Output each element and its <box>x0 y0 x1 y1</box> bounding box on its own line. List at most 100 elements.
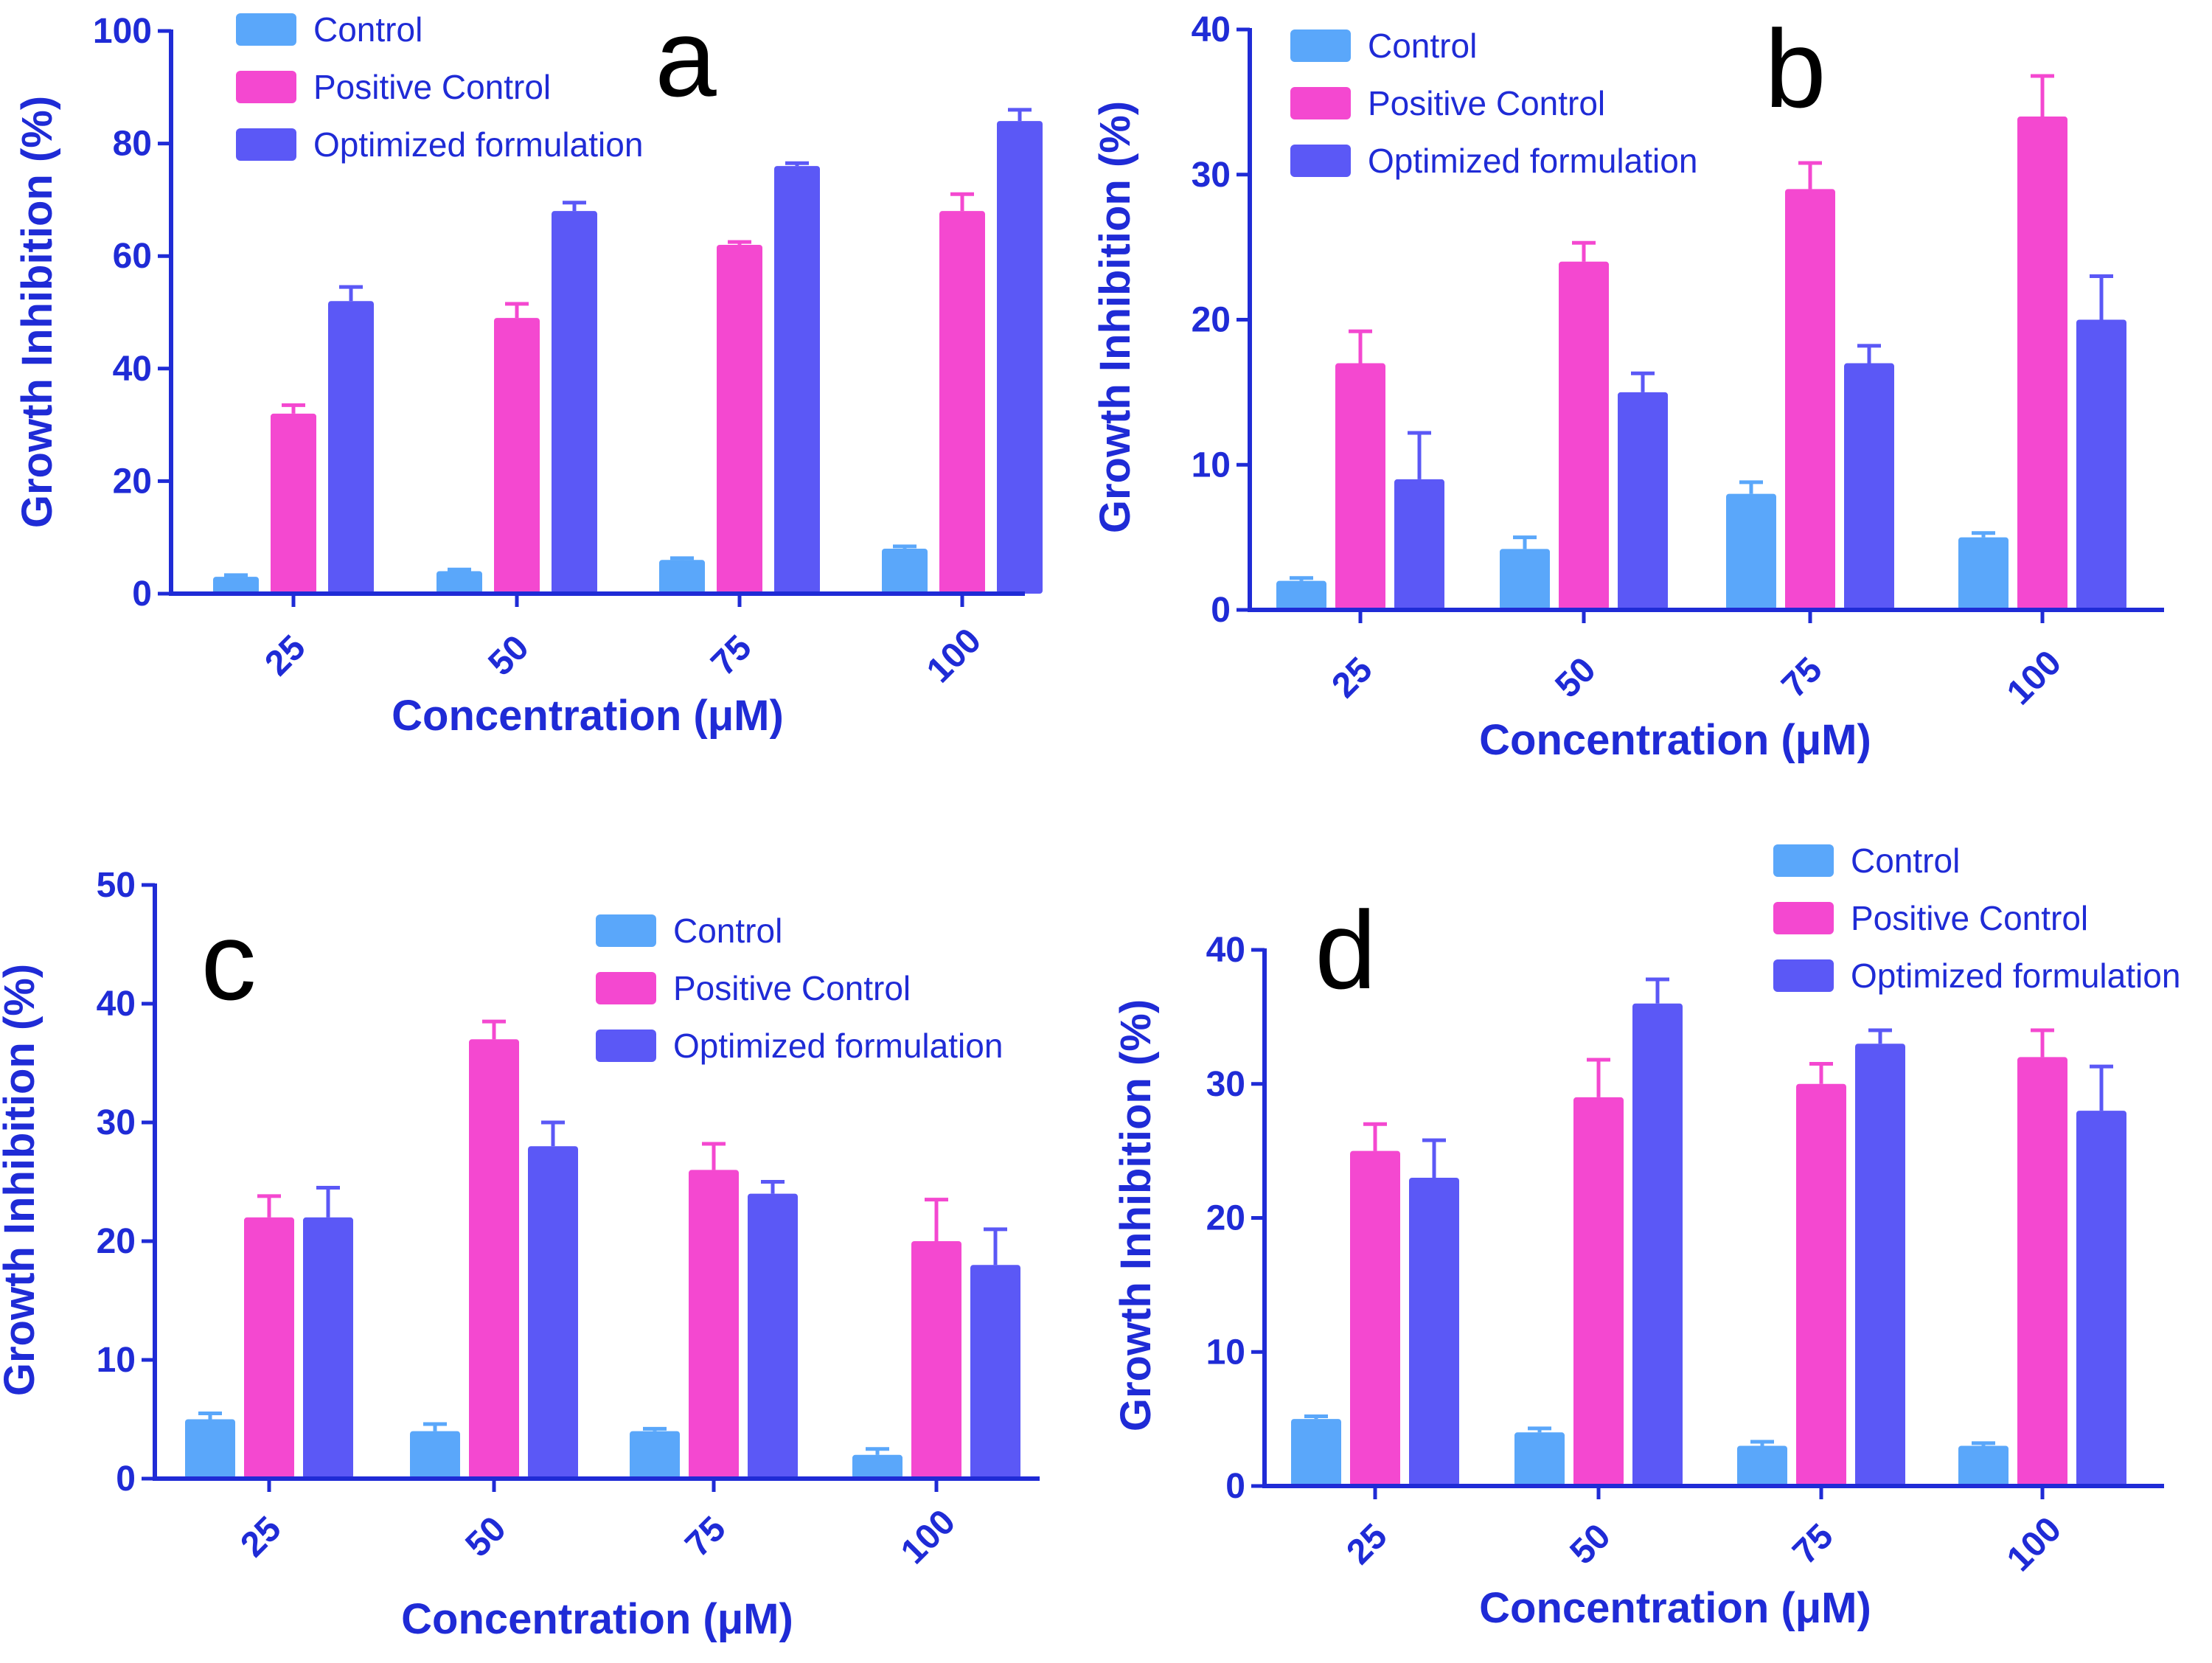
legend-swatch <box>1773 959 1834 992</box>
y-tick-label: 50 <box>97 866 136 905</box>
x-tick-label: 75 <box>703 628 759 683</box>
bar <box>1632 1003 1683 1486</box>
legend-swatch <box>236 13 296 46</box>
legend-swatch <box>1290 29 1351 62</box>
bar <box>303 1217 353 1479</box>
legend-label: Optimized formulation <box>313 125 643 164</box>
legend-label: Positive Control <box>1851 899 2088 937</box>
bar <box>552 211 597 594</box>
bar <box>1514 1432 1565 1486</box>
bar <box>1291 1419 1341 1486</box>
legend-label: Optimized formulation <box>673 1027 1003 1065</box>
bar <box>1559 261 1609 610</box>
bar <box>2076 1111 2126 1486</box>
bar <box>1350 1150 1400 1486</box>
bar <box>1737 1445 1787 1486</box>
bar <box>1394 479 1444 610</box>
bar <box>1844 363 1894 610</box>
y-tick-label: 20 <box>97 1222 136 1261</box>
legend: Control Positive Control Optimized formula… <box>596 912 1003 1065</box>
x-tick-label: 25 <box>233 1509 288 1564</box>
bar <box>271 413 316 594</box>
bar <box>970 1265 1020 1479</box>
bar <box>213 577 259 594</box>
x-tick-label: 50 <box>458 1509 513 1564</box>
y-tick-label: 0 <box>1225 1467 1245 1506</box>
legend-label: Positive Control <box>313 68 551 106</box>
x-tick-label: 25 <box>1324 650 1380 705</box>
legend-label: Control <box>313 10 422 49</box>
bar <box>997 121 1043 594</box>
x-axis-title: Concentration (μM) <box>1479 716 1871 764</box>
y-tick-label: 30 <box>1206 1065 1245 1104</box>
bar <box>1618 392 1668 610</box>
legend-label: Positive Control <box>673 969 911 1007</box>
legend-swatch <box>596 972 656 1004</box>
bar <box>748 1193 798 1479</box>
panel-letter: a <box>655 0 717 119</box>
bar <box>469 1039 519 1479</box>
y-tick-label: 40 <box>113 350 152 389</box>
x-axis-title: Concentration (μM) <box>401 1595 793 1643</box>
bar <box>717 244 762 594</box>
chart-panel-d: 0 10 20 30 40 25 50 75 100 Concentration (μM) Grow… <box>1112 841 2180 1632</box>
chart-panel-c: 0 10 20 30 40 50 25 50 75 100 Concentration (μM) Gr… <box>0 866 1040 1643</box>
bar <box>1573 1097 1624 1486</box>
bar <box>689 1170 739 1479</box>
panel-letter: c <box>201 899 257 1023</box>
y-tick-label: 20 <box>1206 1199 1245 1238</box>
y-tick-label: 0 <box>116 1459 136 1499</box>
y-tick-label: 30 <box>1192 156 1231 195</box>
legend-label: Control <box>1368 27 1477 65</box>
y-tick-label: 20 <box>1192 301 1231 340</box>
y-tick-label: 20 <box>113 462 152 501</box>
y-tick-label: 10 <box>1192 445 1231 485</box>
x-tick-label: 100 <box>2000 643 2069 712</box>
y-tick-label: 0 <box>132 574 152 614</box>
bar <box>328 301 374 594</box>
legend: Control Positive Control Optimized formula… <box>1773 841 2180 995</box>
y-tick-label: 40 <box>97 985 136 1024</box>
y-axis-title: Growth Inhibition (%) <box>1091 101 1139 533</box>
x-tick-label: 75 <box>1785 1516 1840 1572</box>
panel-letter: d <box>1315 888 1376 1012</box>
bar <box>244 1217 294 1479</box>
bar <box>1958 537 2008 610</box>
x-tick-label: 25 <box>257 628 313 683</box>
legend: Control Positive Control Optimized formula… <box>236 10 643 164</box>
bar <box>2017 117 2067 611</box>
bar <box>1276 580 1326 610</box>
x-tick-label: 25 <box>1339 1516 1394 1572</box>
legend-swatch <box>236 128 296 161</box>
y-tick-label: 100 <box>93 12 152 51</box>
y-tick-label: 0 <box>1211 591 1231 630</box>
x-tick-label: 50 <box>1562 1516 1618 1572</box>
y-tick-label: 30 <box>97 1103 136 1142</box>
bar <box>1726 493 1776 610</box>
y-tick-label: 80 <box>113 125 152 164</box>
panel-letter: b <box>1764 7 1826 131</box>
legend-swatch <box>1773 844 1834 877</box>
y-axis-title: Growth Inhibition (%) <box>0 964 44 1396</box>
legend-label: Control <box>1851 841 1960 880</box>
bar <box>659 560 705 594</box>
x-tick-label: 75 <box>1774 650 1829 705</box>
bar <box>852 1454 902 1479</box>
bar <box>410 1431 460 1479</box>
bar <box>528 1146 578 1479</box>
bar <box>1958 1445 2008 1486</box>
bar <box>630 1431 680 1479</box>
legend-swatch <box>596 1030 656 1062</box>
x-axis-title: Concentration (μM) <box>1479 1584 1871 1632</box>
x-axis-title: Concentration (μM) <box>392 692 784 740</box>
bar <box>2017 1057 2067 1486</box>
chart-panel-a: 0 20 40 60 80 100 25 50 75 100 Concentration (μM) G… <box>13 0 1043 740</box>
bar <box>1796 1083 1846 1486</box>
y-axis-title: Growth Inhibition (%) <box>1112 999 1160 1431</box>
y-tick-label: 10 <box>1206 1333 1245 1372</box>
y-tick-label: 60 <box>113 237 152 276</box>
legend: Control Positive Control Optimized formula… <box>1290 27 1697 180</box>
bar <box>939 211 985 594</box>
x-tick-label: 100 <box>919 621 989 690</box>
